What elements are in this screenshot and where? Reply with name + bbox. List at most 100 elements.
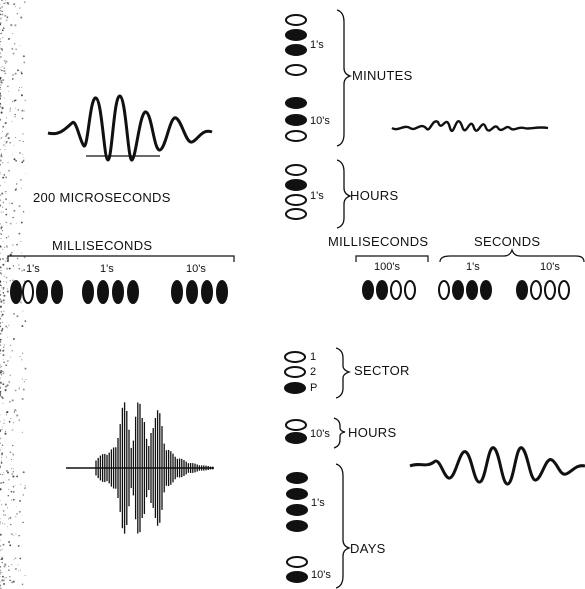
noise-speck: [0, 237, 2, 240]
noise-speck: [0, 566, 1, 568]
days-tens-label: 10's: [311, 569, 331, 581]
code-dot-filled: [285, 432, 307, 444]
noise-speck: [0, 364, 1, 366]
noise-speck: [1, 428, 3, 431]
noise-speck: [0, 322, 1, 324]
noise-speck: [11, 47, 14, 50]
noise-speck: [0, 533, 2, 536]
noise-speck: [15, 533, 17, 535]
noise-speck: [0, 393, 1, 396]
noise-speck: [11, 473, 14, 475]
noise-speck: [16, 243, 18, 246]
noise-speck: [1, 11, 3, 12]
code-dot-filled: [286, 520, 308, 532]
noise-speck: [10, 533, 13, 536]
noise-speck: [0, 32, 3, 35]
minutes-waveform: [391, 120, 549, 132]
noise-speck: [2, 287, 5, 289]
noise-speck: [0, 545, 1, 547]
hours-brace: [336, 159, 353, 229]
noise-speck: [6, 267, 9, 270]
noise-speck: [7, 85, 9, 88]
code-dot-filled: [82, 280, 94, 304]
code-dot-filled: [127, 280, 139, 304]
noise-speck: [0, 420, 1, 422]
noise-speck: [8, 541, 11, 543]
noise-speck: [0, 272, 3, 275]
noise-speck: [0, 97, 1, 100]
noise-speck: [21, 87, 23, 89]
noise-speck: [0, 315, 3, 317]
noise-speck: [22, 310, 24, 312]
noise-speck: [0, 55, 2, 58]
noise-speck: [4, 191, 6, 192]
noise-speck: [12, 33, 14, 35]
noise-speck: [4, 72, 7, 75]
noise-speck: [20, 179, 22, 181]
noise-speck: [5, 191, 7, 192]
noise-speck: [6, 456, 7, 458]
noise-speck: [0, 460, 2, 462]
code-dot-filled: [97, 280, 109, 304]
noise-speck: [3, 275, 5, 278]
noise-speck: [1, 447, 3, 449]
noise-speck: [2, 292, 5, 294]
noise-speck: [0, 211, 2, 213]
noise-speck: [13, 3, 16, 6]
noise-speck: [6, 290, 9, 293]
noise-speck: [0, 387, 2, 389]
noise-speck: [0, 482, 3, 485]
noise-speck: [0, 518, 1, 520]
code-dot-filled: [480, 280, 492, 300]
noise-speck: [11, 499, 13, 501]
noise-speck: [12, 453, 15, 456]
noise-speck: [4, 140, 6, 142]
noise-speck: [22, 398, 24, 400]
noise-speck: [2, 383, 5, 386]
noise-speck: [4, 514, 7, 516]
noise-speck: [5, 469, 8, 472]
noise-speck: [13, 144, 15, 146]
noise-speck: [5, 260, 7, 262]
noise-speck: [0, 233, 3, 236]
noise-speck: [9, 111, 11, 113]
noise-speck: [4, 432, 7, 435]
code-dot-empty: [286, 556, 308, 568]
noise-speck: [6, 132, 9, 135]
noise-speck: [14, 116, 16, 118]
noise-speck: [6, 133, 8, 136]
noise-speck: [21, 161, 24, 164]
noise-speck: [9, 544, 12, 547]
noise-speck: [4, 385, 7, 388]
noise-speck: [2, 299, 5, 302]
noise-speck: [0, 431, 1, 433]
noise-speck: [15, 183, 18, 185]
noise-speck: [7, 235, 10, 238]
noise-speck: [2, 473, 4, 476]
noise-speck: [2, 372, 5, 375]
noise-speck: [1, 426, 3, 428]
noise-speck: [0, 587, 2, 589]
noise-speck: [6, 384, 9, 387]
noise-speck: [5, 60, 8, 63]
noise-speck: [0, 381, 3, 384]
noise-speck: [18, 419, 20, 421]
noise-speck: [0, 437, 2, 440]
noise-speck: [1, 328, 4, 330]
noise-speck: [4, 388, 7, 391]
code-dot-empty: [285, 64, 307, 76]
code-dot-empty: [285, 164, 307, 176]
noise-speck: [0, 23, 2, 26]
noise-speck: [13, 42, 16, 45]
noise-speck: [20, 94, 23, 97]
ms-code-row: [10, 280, 228, 304]
noise-speck: [0, 581, 1, 583]
noise-speck: [12, 265, 15, 267]
noise-speck: [0, 449, 1, 451]
noise-speck: [12, 101, 14, 103]
noise-speck: [12, 485, 15, 488]
noise-speck: [18, 267, 21, 270]
code-dot-filled: [201, 280, 213, 304]
noise-speck: [12, 468, 14, 470]
noise-speck: [21, 109, 24, 112]
